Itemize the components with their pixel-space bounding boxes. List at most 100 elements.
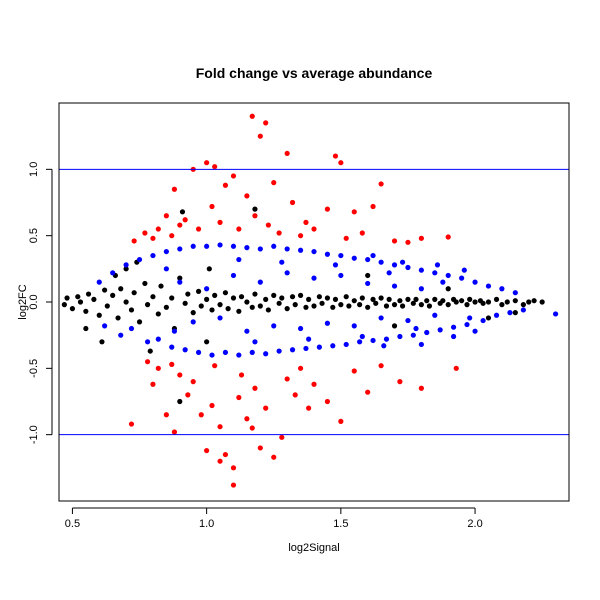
data-point [271, 454, 277, 460]
data-point [190, 243, 196, 249]
y-axis-title: log2FC [17, 284, 29, 320]
data-point [91, 296, 97, 302]
data-point [413, 325, 419, 332]
data-point [182, 300, 188, 306]
data-point [190, 319, 196, 325]
data-point [493, 312, 500, 318]
data-point [378, 181, 384, 187]
data-point [217, 315, 223, 321]
data-point [263, 120, 269, 126]
data-point [276, 348, 282, 354]
data-point [257, 279, 263, 285]
data-point [204, 339, 210, 345]
data-point [284, 270, 290, 276]
data-point [123, 262, 129, 268]
data-point [244, 245, 250, 251]
data-point [493, 296, 500, 302]
data-point [453, 299, 459, 305]
data-point [230, 272, 237, 279]
data-point [424, 298, 430, 304]
data-point [271, 180, 277, 186]
data-point [359, 333, 365, 340]
data-point [365, 304, 371, 310]
data-point [128, 325, 135, 332]
data-point [284, 306, 290, 312]
data-point [338, 302, 344, 308]
data-point [418, 267, 424, 273]
data-point [434, 262, 441, 268]
data-point [292, 302, 298, 308]
data-point [338, 160, 344, 166]
data-point [297, 292, 304, 298]
data-point [531, 298, 537, 304]
data-point [257, 303, 263, 309]
data-point [450, 324, 457, 330]
data-point [230, 482, 237, 488]
data-point [102, 323, 108, 329]
data-point [338, 252, 344, 259]
chart-title: Fold change vs average abundance [196, 65, 433, 81]
data-point [378, 259, 384, 265]
data-point [142, 280, 148, 287]
data-point [351, 255, 357, 261]
data-point [357, 339, 363, 345]
data-point [128, 307, 135, 313]
data-point [297, 325, 304, 332]
data-point [204, 296, 210, 302]
data-point [445, 302, 451, 308]
data-point [346, 303, 352, 309]
data-point [182, 217, 188, 223]
data-point [96, 312, 102, 318]
data-point [324, 251, 331, 257]
data-point [512, 310, 518, 316]
data-point [64, 295, 70, 301]
data-point [391, 262, 398, 268]
data-point [155, 311, 161, 317]
data-point [249, 425, 255, 431]
data-point [144, 302, 151, 308]
data-point [370, 296, 376, 302]
data-point [155, 365, 161, 371]
data-point [169, 344, 175, 350]
data-point [115, 315, 121, 321]
data-point [249, 304, 255, 310]
data-point [118, 332, 124, 338]
data-point [440, 298, 446, 304]
data-point [252, 385, 258, 391]
data-point [472, 299, 478, 305]
data-point [209, 203, 215, 210]
data-point [244, 328, 250, 334]
data-point [150, 381, 156, 387]
data-point [424, 329, 430, 336]
data-point [450, 333, 457, 340]
data-point [351, 209, 357, 215]
data-point [284, 376, 290, 382]
data-point [437, 327, 443, 333]
data-point [359, 295, 365, 301]
data-point [357, 302, 363, 308]
data-point [212, 363, 218, 369]
data-point [217, 424, 223, 430]
data-point [378, 315, 384, 321]
data-point [236, 308, 242, 314]
data-point [257, 246, 263, 252]
data-point [445, 286, 451, 292]
data-point [378, 295, 384, 301]
data-point [163, 266, 169, 272]
data-point [330, 304, 336, 310]
data-point [311, 248, 317, 255]
data-point [69, 306, 76, 312]
data-point [365, 256, 371, 263]
data-point [118, 286, 124, 292]
data-point [209, 402, 215, 409]
y-tick-label: 0.0 [28, 294, 40, 309]
data-point [405, 264, 411, 271]
data-point [365, 389, 371, 395]
x-tick-label: 0.5 [65, 518, 80, 530]
data-point [179, 209, 186, 215]
data-point [110, 292, 116, 298]
data-point [418, 302, 424, 308]
data-point [144, 359, 151, 365]
data-point [338, 418, 344, 424]
data-point [222, 451, 229, 458]
